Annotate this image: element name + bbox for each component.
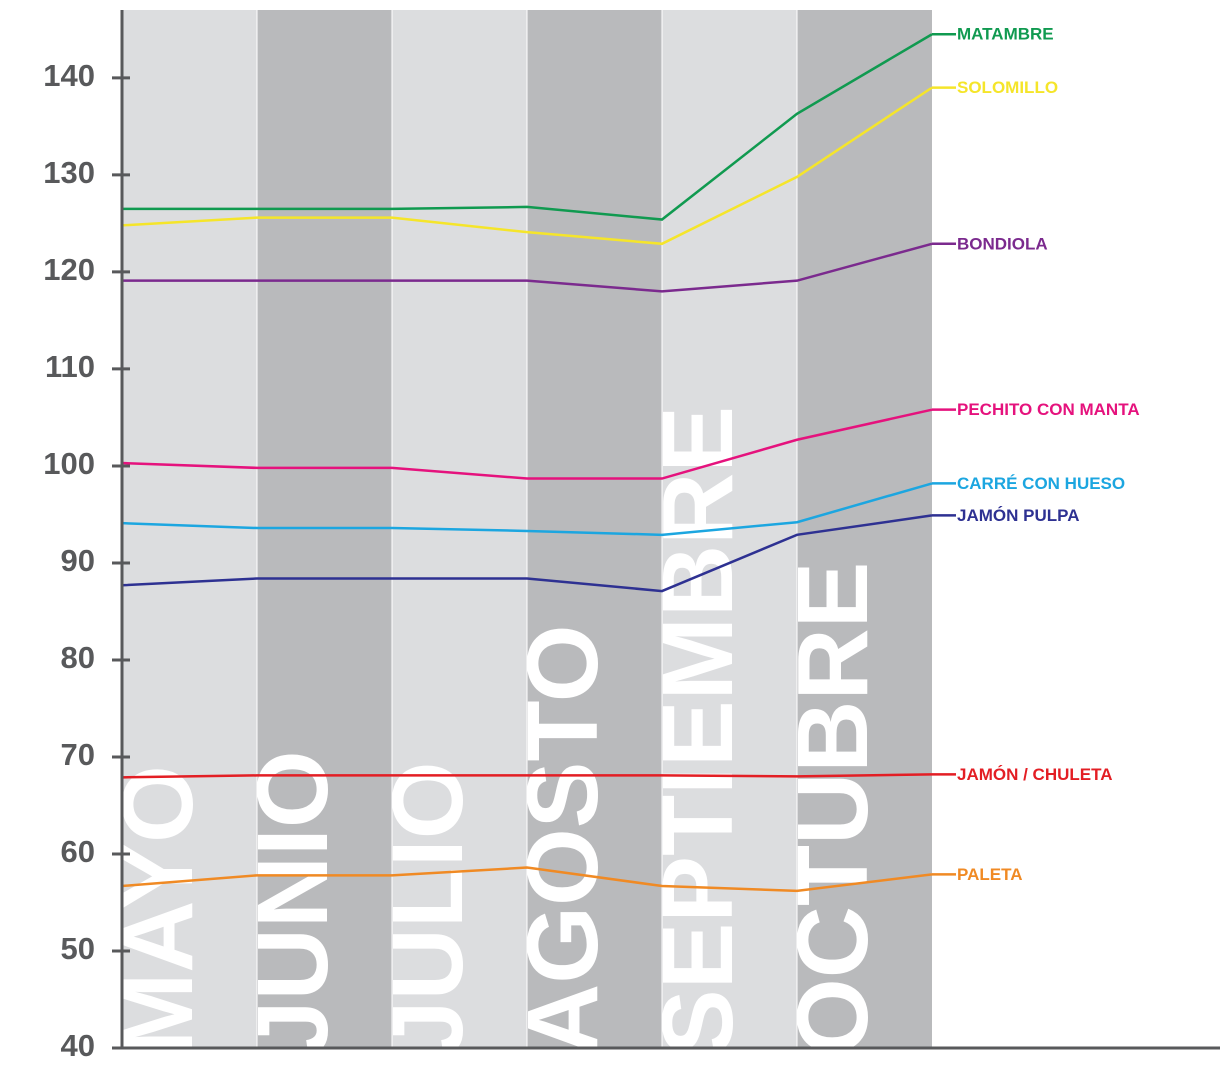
series-line [121,86,933,246]
y-tick-label: 50 [61,931,95,966]
band [527,10,662,1048]
x-tick-label: AGOSTO [507,624,619,1056]
series-line [121,482,933,537]
x-tick-label: MAYO [102,765,214,1056]
y-tick-label: 120 [43,252,95,287]
y-tick-label: 80 [61,640,95,675]
x-tick-label: SEPTIEMBRE [642,406,754,1056]
legend-label: CARRÉ CON HUESO [957,474,1125,493]
series-line [121,408,933,480]
y-tick-label: 110 [45,349,95,384]
legend-label: SOLOMILLO [957,78,1058,97]
band [122,10,257,1048]
legend-label: PECHITO CON MANTA [957,400,1140,419]
y-tick-label: 130 [43,155,95,190]
x-tick-label: JUNIO [237,750,349,1056]
series-line [121,866,933,893]
x-tick-label: OCTUBRE [777,562,889,1056]
axes: 40 50 60 70 80 90 100 110 120 130 140 [43,10,1220,1063]
series-line [121,773,933,779]
y-tick-label: 140 [43,58,95,93]
series-line [121,514,933,593]
series-line [122,33,933,221]
y-tick-label: 100 [43,446,95,481]
legend-label: JAMÓN / CHULETA [957,765,1113,784]
legend-label: JAMÓN PULPA [957,506,1079,525]
legend-label: BONDIOLA [957,234,1048,253]
x-tick-label: JULIO [372,762,484,1056]
legend-label: MATAMBRE [957,25,1054,44]
series-line [122,242,933,293]
legend-label: PALETA [957,865,1022,884]
band [797,10,932,1048]
lines: MATAMBRE SOLOMILLO BONDIOLA PECHITO CON MAN… [121,25,1140,893]
y-tick-label: 40 [61,1028,95,1063]
y-tick-label: 70 [61,737,95,772]
y-tick-label: 60 [61,834,95,869]
y-tick-label: 90 [61,543,95,578]
